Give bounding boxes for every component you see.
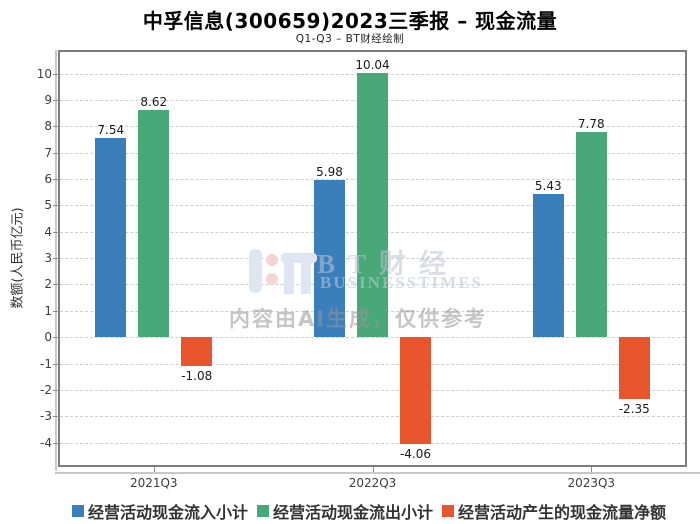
y-tick (53, 258, 60, 260)
gridline-y-1 (60, 363, 685, 365)
y-tick-label: 5 (44, 198, 52, 213)
y-tick (53, 442, 60, 444)
y-tick (53, 310, 60, 312)
bar-2023Q3-s2[interactable] (618, 337, 650, 400)
bar-value-label: 5.98 (316, 164, 343, 179)
legend-label: 经营活动产生的现金流量净额 (458, 503, 667, 522)
watermark-logo-dot (266, 254, 278, 266)
chart-subtitle: Q1-Q3 – BT财经绘制 (295, 33, 405, 45)
y-tick (53, 152, 60, 154)
bar-2021Q3-s0[interactable] (95, 138, 127, 338)
x-tick (591, 467, 593, 472)
bar-value-label: -2.35 (618, 402, 650, 417)
bar-2022Q3-s1[interactable] (357, 72, 388, 338)
watermark-logo-bar (249, 249, 262, 293)
y-tick-label: 3 (44, 251, 52, 266)
y-tick-label: 4 (44, 224, 52, 239)
y-tick (53, 284, 60, 286)
gridline-y-3 (60, 416, 685, 418)
y-tick (53, 205, 60, 207)
page-title: 中孚信息(300659)2023三季报 – 现金流量 (142, 9, 558, 33)
y-tick-label: -3 (40, 409, 52, 424)
y-tick-label: 10 (36, 66, 52, 81)
bar-value-label: 7.54 (97, 123, 125, 138)
bar-2023Q3-s0[interactable] (532, 194, 564, 338)
legend-swatch-net (442, 505, 454, 517)
bar-value-label: 8.62 (140, 94, 168, 109)
y-tick (53, 363, 60, 365)
bar-value-label: 7.78 (577, 117, 605, 132)
gridline-y0 (60, 337, 685, 339)
bar-value-label: 10.04 (355, 57, 390, 72)
bar-2022Q3-s0[interactable] (314, 179, 345, 338)
x-tick (372, 467, 374, 472)
bar-value-label: -1.08 (181, 368, 213, 383)
y-tick (53, 231, 60, 233)
x-tick-label-2021Q3: 2021Q3 (129, 476, 178, 490)
y-tick-label: 0 (44, 330, 52, 345)
legend-item-net-cash-flow[interactable]: 经营活动产生的现金流量净额 (442, 499, 666, 523)
bar-value-label: 5.43 (534, 179, 562, 194)
y-tick (53, 337, 60, 339)
watermark-logo-t-leg (301, 261, 311, 294)
legend-item-cash-outflow[interactable]: 经营活动现金流出小计 (256, 499, 433, 523)
gridline-y-2 (60, 389, 685, 391)
legend-swatch-outflow (256, 505, 269, 517)
bar-2021Q3-s2[interactable] (181, 337, 213, 366)
legend-label: 经营活动现金流出小计 (272, 503, 433, 522)
legend-swatch-inflow (71, 505, 84, 517)
y-tick (53, 99, 60, 101)
y-tick-label: 6 (44, 172, 52, 187)
y-tick-label: 2 (44, 277, 52, 292)
bar-value-label: -4.06 (399, 447, 432, 462)
y-tick-label: 8 (44, 119, 52, 134)
legend-item-cash-inflow[interactable]: 经营活动现金流入小计 (71, 499, 248, 523)
y-tick-label: -2 (40, 382, 52, 397)
y-tick (53, 179, 60, 181)
bar-2022Q3-s2[interactable] (400, 337, 431, 445)
plot-area: BT财经 BUSINESSTIMES 内容由AI生成，仅供参考 -4 -3 -2 -1… (37, 50, 700, 490)
y-tick (53, 126, 60, 128)
y-tick (53, 389, 60, 391)
y-tick-label: 1 (44, 303, 52, 318)
y-tick-label: -1 (40, 356, 52, 371)
y-tick-label: 7 (44, 145, 52, 160)
y-tick (53, 73, 60, 75)
y-tick-label: 9 (44, 92, 52, 107)
x-tick-label-2023Q3: 2023Q3 (567, 476, 616, 490)
watermark-logo-dot (266, 273, 278, 285)
y-axis-line (55, 50, 57, 471)
gridline-y-4 (60, 442, 685, 444)
bar-2023Q3-s1[interactable] (575, 132, 607, 338)
y-tick-label: -4 (40, 435, 52, 450)
y-tick (53, 416, 60, 418)
chart-legend: 经营活动现金流入小计 经营活动现金流出小计 经营活动产生的现金流量净额 (19, 499, 700, 523)
x-axis-line (55, 472, 700, 474)
x-tick-label-2022Q3: 2022Q3 (348, 476, 397, 490)
x-tick (153, 467, 155, 472)
watermark-logo-t-leg (284, 261, 294, 294)
bar-2021Q3-s1[interactable] (138, 109, 170, 338)
legend-label: 经营活动现金流入小计 (87, 503, 248, 522)
